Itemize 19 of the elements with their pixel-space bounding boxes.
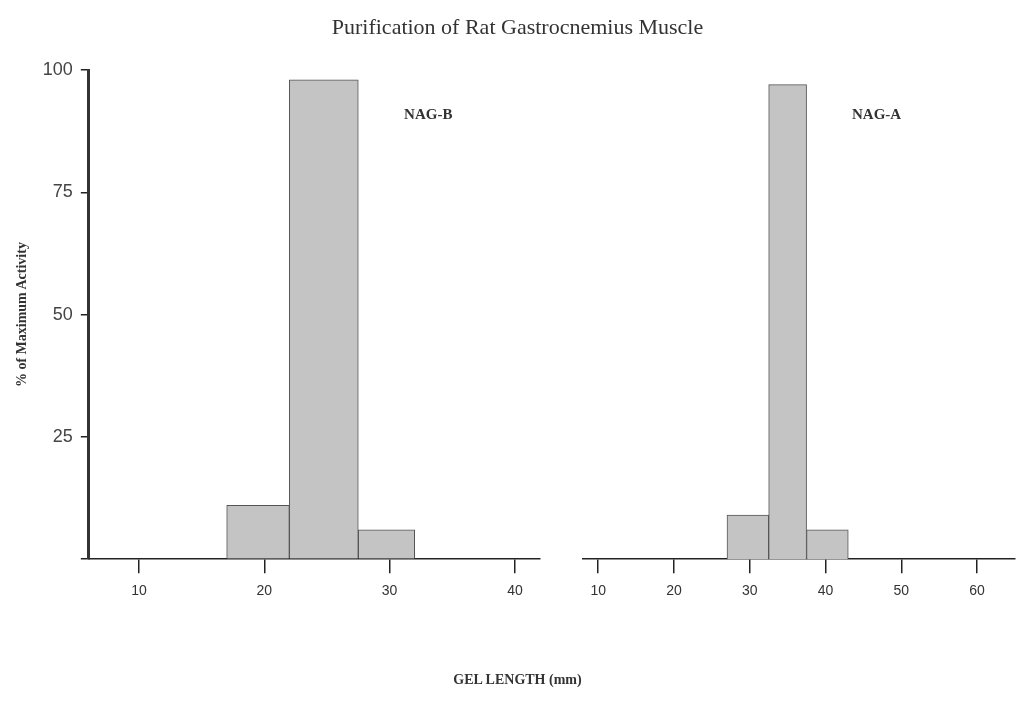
y-tick-label: 25	[52, 425, 73, 446]
x-tick-label: 40	[817, 582, 834, 599]
chart-title: Purification of Rat Gastrocnemius Muscle	[330, 14, 705, 40]
y-axis-title: % of Maximum Activity	[14, 242, 30, 388]
x-tick-label: 40	[507, 582, 523, 599]
x-tick-label: 20	[666, 582, 682, 599]
x-tick-label: 50	[893, 582, 910, 599]
y-tick-label: 50	[52, 303, 73, 324]
x-tick-label: 10	[131, 582, 147, 599]
x-tick-label: 60	[969, 582, 986, 599]
x-tick-label: 10	[590, 582, 607, 599]
annotation: NAG-B	[404, 105, 453, 122]
x-tick-label: 20	[256, 582, 273, 599]
y-tick-label: 75	[52, 181, 73, 202]
x-axis-title: GEL LENGTH (mm)	[452, 672, 583, 688]
y-tick-label: 100	[42, 58, 73, 79]
x-tick-label: 30	[741, 582, 758, 599]
x-tick-label: 30	[381, 582, 398, 599]
annotation: NAG-A	[851, 105, 902, 122]
